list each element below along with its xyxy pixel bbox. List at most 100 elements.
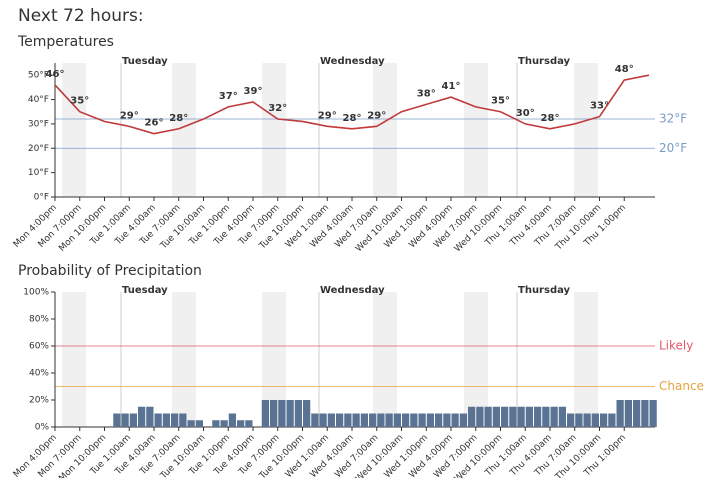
bar: [558, 406, 566, 427]
data-label: 29°: [367, 110, 386, 121]
bar: [410, 413, 418, 427]
bar: [113, 413, 121, 427]
data-label: 26°: [145, 118, 164, 129]
reference-label: Likely: [659, 339, 693, 353]
bar: [492, 406, 500, 427]
night-band: [172, 292, 196, 427]
data-label: 28°: [541, 113, 560, 124]
y-tick-label: 30°F: [28, 119, 49, 129]
data-label: 41°: [442, 81, 461, 92]
night-band: [574, 63, 598, 197]
bar: [220, 420, 228, 427]
bar: [162, 413, 170, 427]
bar: [402, 413, 410, 427]
bar: [278, 400, 286, 427]
bar: [550, 406, 558, 427]
bar: [286, 400, 294, 427]
bar: [294, 400, 302, 427]
y-tick-label: 20%: [29, 396, 49, 406]
bar: [344, 413, 352, 427]
bar: [608, 413, 616, 427]
bar: [270, 400, 278, 427]
bar: [624, 400, 632, 427]
bar: [575, 413, 583, 427]
data-label: 38°: [417, 88, 436, 99]
y-tick-label: 0%: [35, 423, 50, 433]
night-band: [464, 292, 488, 427]
bar: [501, 406, 509, 427]
bar: [418, 413, 426, 427]
night-band: [262, 63, 286, 197]
data-label: 35°: [70, 96, 89, 107]
data-label: 46°: [46, 69, 65, 80]
temperature-line: [54, 74, 650, 135]
bar: [171, 413, 179, 427]
data-label: 32°: [268, 103, 287, 114]
chart-title: Probability of Precipitation: [18, 263, 202, 279]
data-label: 30°: [516, 108, 535, 119]
day-label: Tuesday: [122, 285, 168, 296]
bar: [352, 413, 360, 427]
night-band: [464, 63, 488, 197]
bar: [245, 420, 253, 427]
bar: [121, 413, 129, 427]
bar: [146, 406, 154, 427]
bar: [336, 413, 344, 427]
data-label: 29°: [120, 110, 139, 121]
day-label: Wednesday: [320, 56, 385, 67]
day-label: Thursday: [518, 56, 571, 67]
bar: [451, 413, 459, 427]
data-label: 33°: [590, 101, 609, 112]
bar: [393, 413, 401, 427]
bar: [237, 420, 245, 427]
y-tick-label: 40%: [29, 369, 49, 379]
bar: [435, 413, 443, 427]
bar: [129, 413, 137, 427]
y-tick-label: 20°F: [28, 144, 49, 154]
bar: [633, 400, 641, 427]
bar: [187, 420, 195, 427]
data-label: 28°: [343, 113, 362, 124]
bar: [517, 406, 525, 427]
bar: [443, 413, 451, 427]
day-label: Tuesday: [122, 56, 168, 67]
bar: [583, 413, 591, 427]
bar: [459, 413, 467, 427]
bar: [525, 406, 533, 427]
bar: [616, 400, 624, 427]
data-label: 35°: [491, 96, 510, 107]
bar: [377, 413, 385, 427]
bar: [195, 420, 203, 427]
bar: [154, 413, 162, 427]
data-label: 37°: [219, 91, 238, 102]
bar: [426, 413, 434, 427]
y-tick-label: 10°F: [28, 168, 49, 178]
night-band: [373, 63, 397, 197]
header: Next 72 hours:: [18, 6, 144, 26]
y-tick-label: 100%: [23, 288, 49, 298]
bar: [179, 413, 187, 427]
reference-label: 32°F: [659, 112, 687, 126]
bar: [600, 413, 608, 427]
bar: [228, 413, 236, 427]
bar: [212, 420, 220, 427]
bar: [360, 413, 368, 427]
reference-label: 20°F: [659, 141, 687, 155]
bar: [591, 413, 599, 427]
y-tick-label: 50°F: [28, 71, 49, 81]
bar: [385, 413, 393, 427]
bar: [311, 413, 319, 427]
bar: [327, 413, 335, 427]
data-label: 39°: [244, 86, 263, 97]
day-label: Thursday: [518, 285, 571, 296]
bar: [641, 400, 649, 427]
bar: [261, 400, 269, 427]
bar: [476, 406, 484, 427]
data-label: 29°: [318, 110, 337, 121]
bar: [534, 406, 542, 427]
data-label: 48°: [615, 64, 634, 75]
y-tick-label: 60%: [29, 342, 49, 352]
bar: [138, 406, 146, 427]
